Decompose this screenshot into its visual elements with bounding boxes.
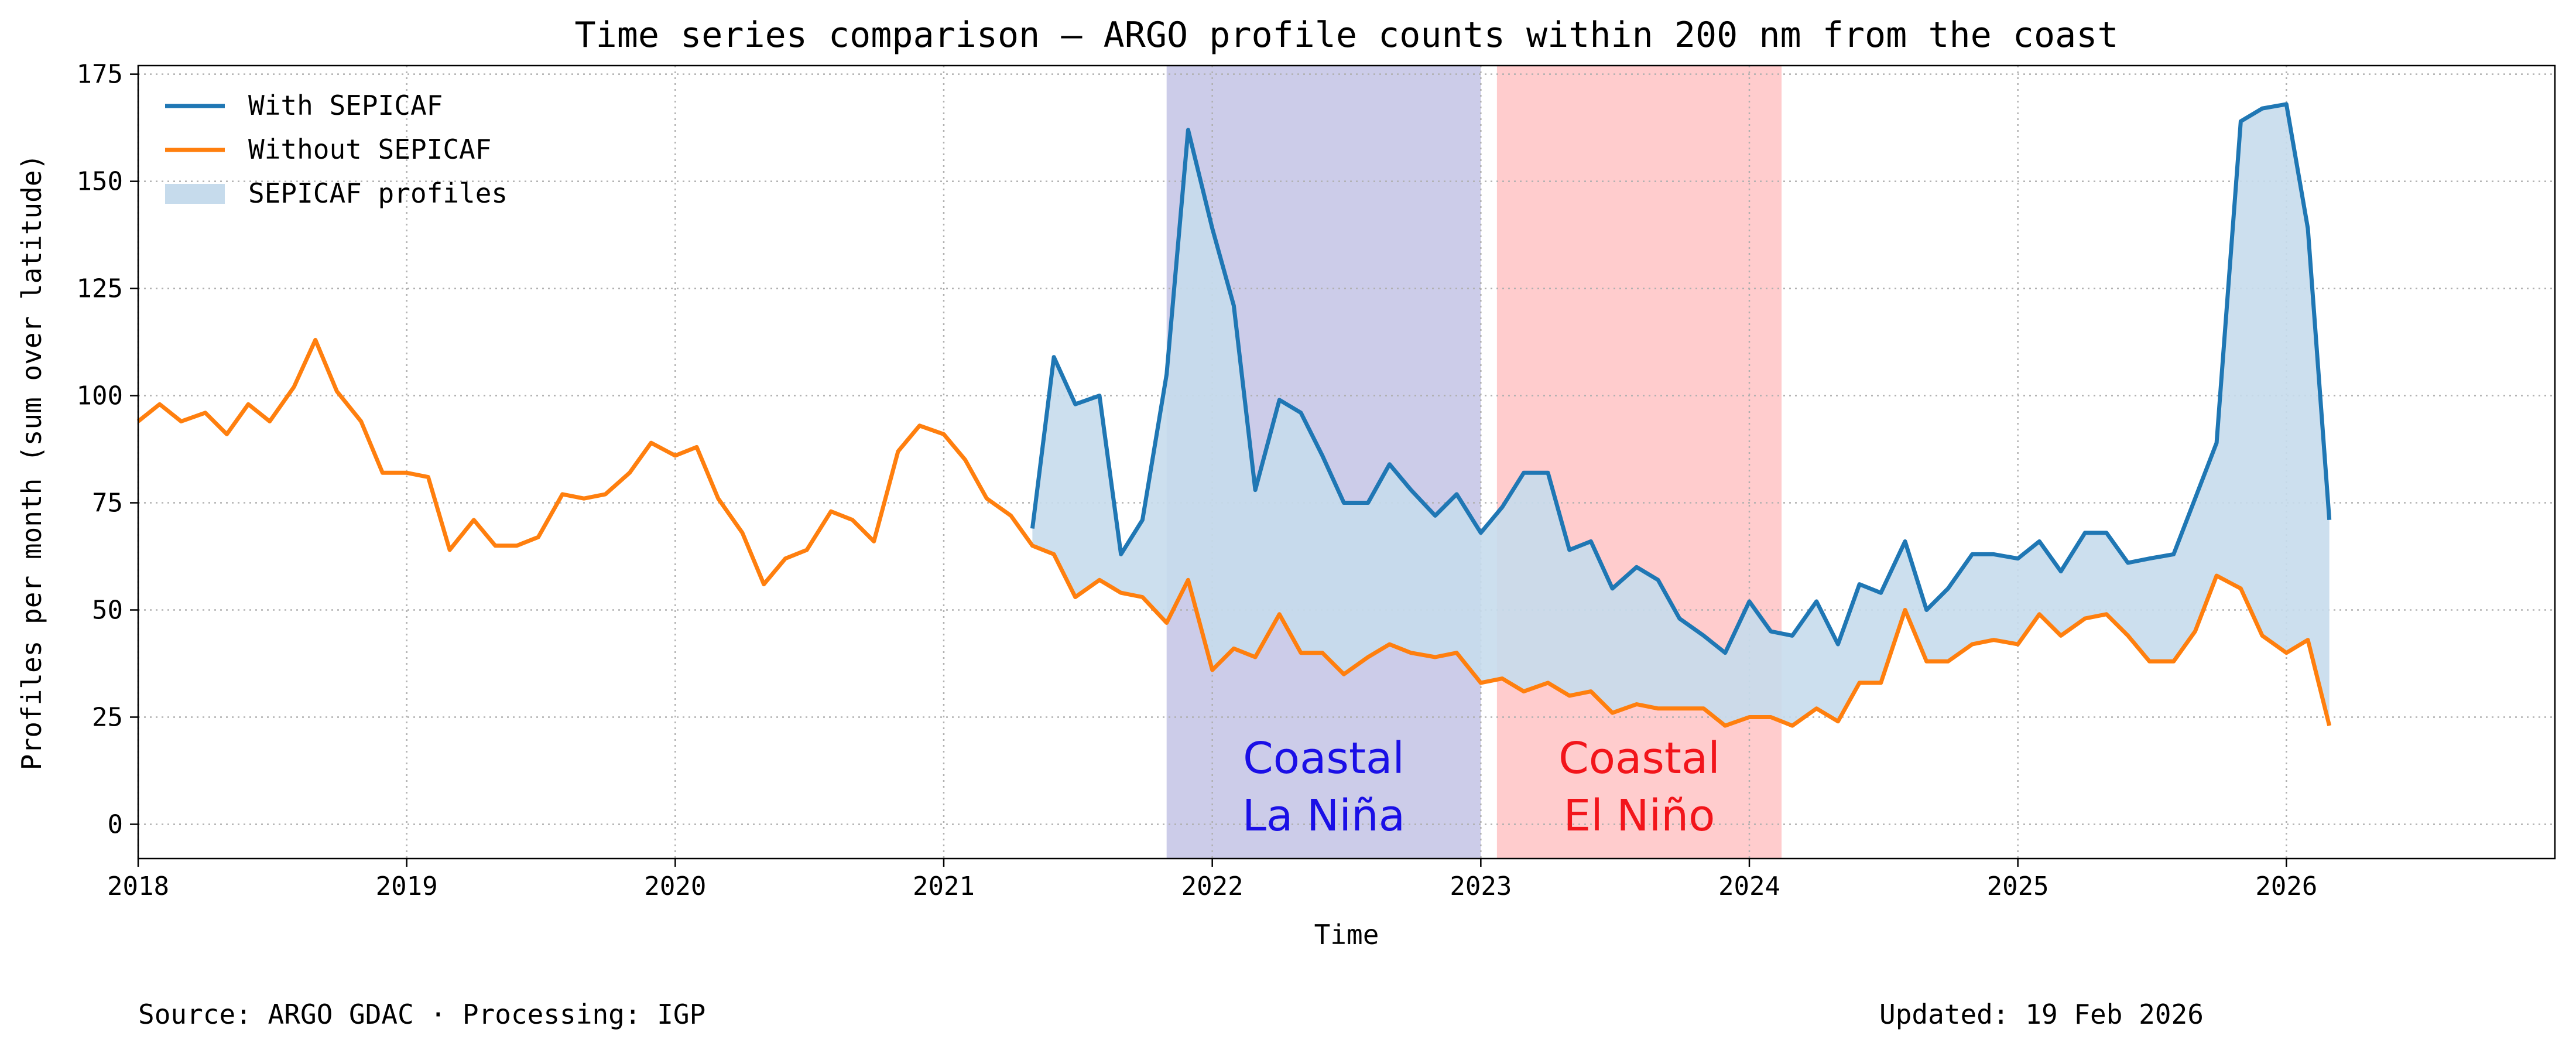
y-axis-title: Profiles per month (sum over latitude) <box>16 154 47 770</box>
shaded-regions <box>1166 66 1782 859</box>
plot-frame <box>137 64 2556 860</box>
region-label-line2-0: La Niña <box>1242 791 1405 841</box>
y-tick-label: 125 <box>77 274 123 304</box>
x-tick-label: 2026 <box>2255 871 2317 901</box>
region-labels: Coastal La Niña Coastal El Niño <box>1242 733 1720 841</box>
sepicaf-profiles-fill <box>1032 104 2330 726</box>
chart-title: Time series comparison — ARGO profile co… <box>575 15 2119 56</box>
region-label-line1-1: Coastal <box>1558 733 1720 784</box>
y-tick-label: 100 <box>77 381 123 411</box>
x-tick-label: 2021 <box>913 871 975 901</box>
shaded-region-1 <box>1496 66 1782 859</box>
x-tick-label: 2020 <box>644 871 706 901</box>
x-tick-label: 2018 <box>107 871 169 901</box>
y-tick-label: 0 <box>108 809 124 839</box>
footer-updated: Updated: 19 Feb 2026 <box>1879 999 2204 1030</box>
x-tick-label: 2022 <box>1181 871 1244 901</box>
region-label-line2-1: El Niño <box>1563 791 1715 841</box>
legend-label-sepicaf-profiles: SEPICAF profiles <box>248 177 508 209</box>
x-axis-title: Time <box>1314 919 1379 951</box>
y-tick-label: 25 <box>92 702 123 732</box>
y-tick-label: 75 <box>92 488 123 518</box>
legend-swatch-sepicaf-profiles <box>165 184 225 204</box>
y-tick-label: 50 <box>92 596 123 625</box>
x-tick-label: 2025 <box>1987 871 2049 901</box>
series-line-without-sepicaf <box>136 337 2332 728</box>
footer-source: Source: ARGO GDAC · Processing: IGP <box>138 999 705 1030</box>
region-label-line1-0: Coastal <box>1243 733 1405 784</box>
legend-label-without-sepicaf: Without SEPICAF <box>248 134 491 165</box>
legend: With SEPICAF Without SEPICAF SEPICAF pro… <box>165 90 508 209</box>
y-tick-label: 175 <box>77 60 123 90</box>
x-tick-label: 2019 <box>376 871 438 901</box>
x-tick-label: 2024 <box>1718 871 1780 901</box>
x-tick-label: 2023 <box>1450 871 1512 901</box>
series-line-with-sepicaf <box>1030 102 2332 655</box>
y-tick-label: 150 <box>77 167 123 197</box>
axis-ticks: 2018 2019 2020 2021 2022 2023 2024 2025 2026 0 25 5… <box>77 60 2318 901</box>
legend-label-with-sepicaf: With SEPICAF <box>248 90 443 121</box>
